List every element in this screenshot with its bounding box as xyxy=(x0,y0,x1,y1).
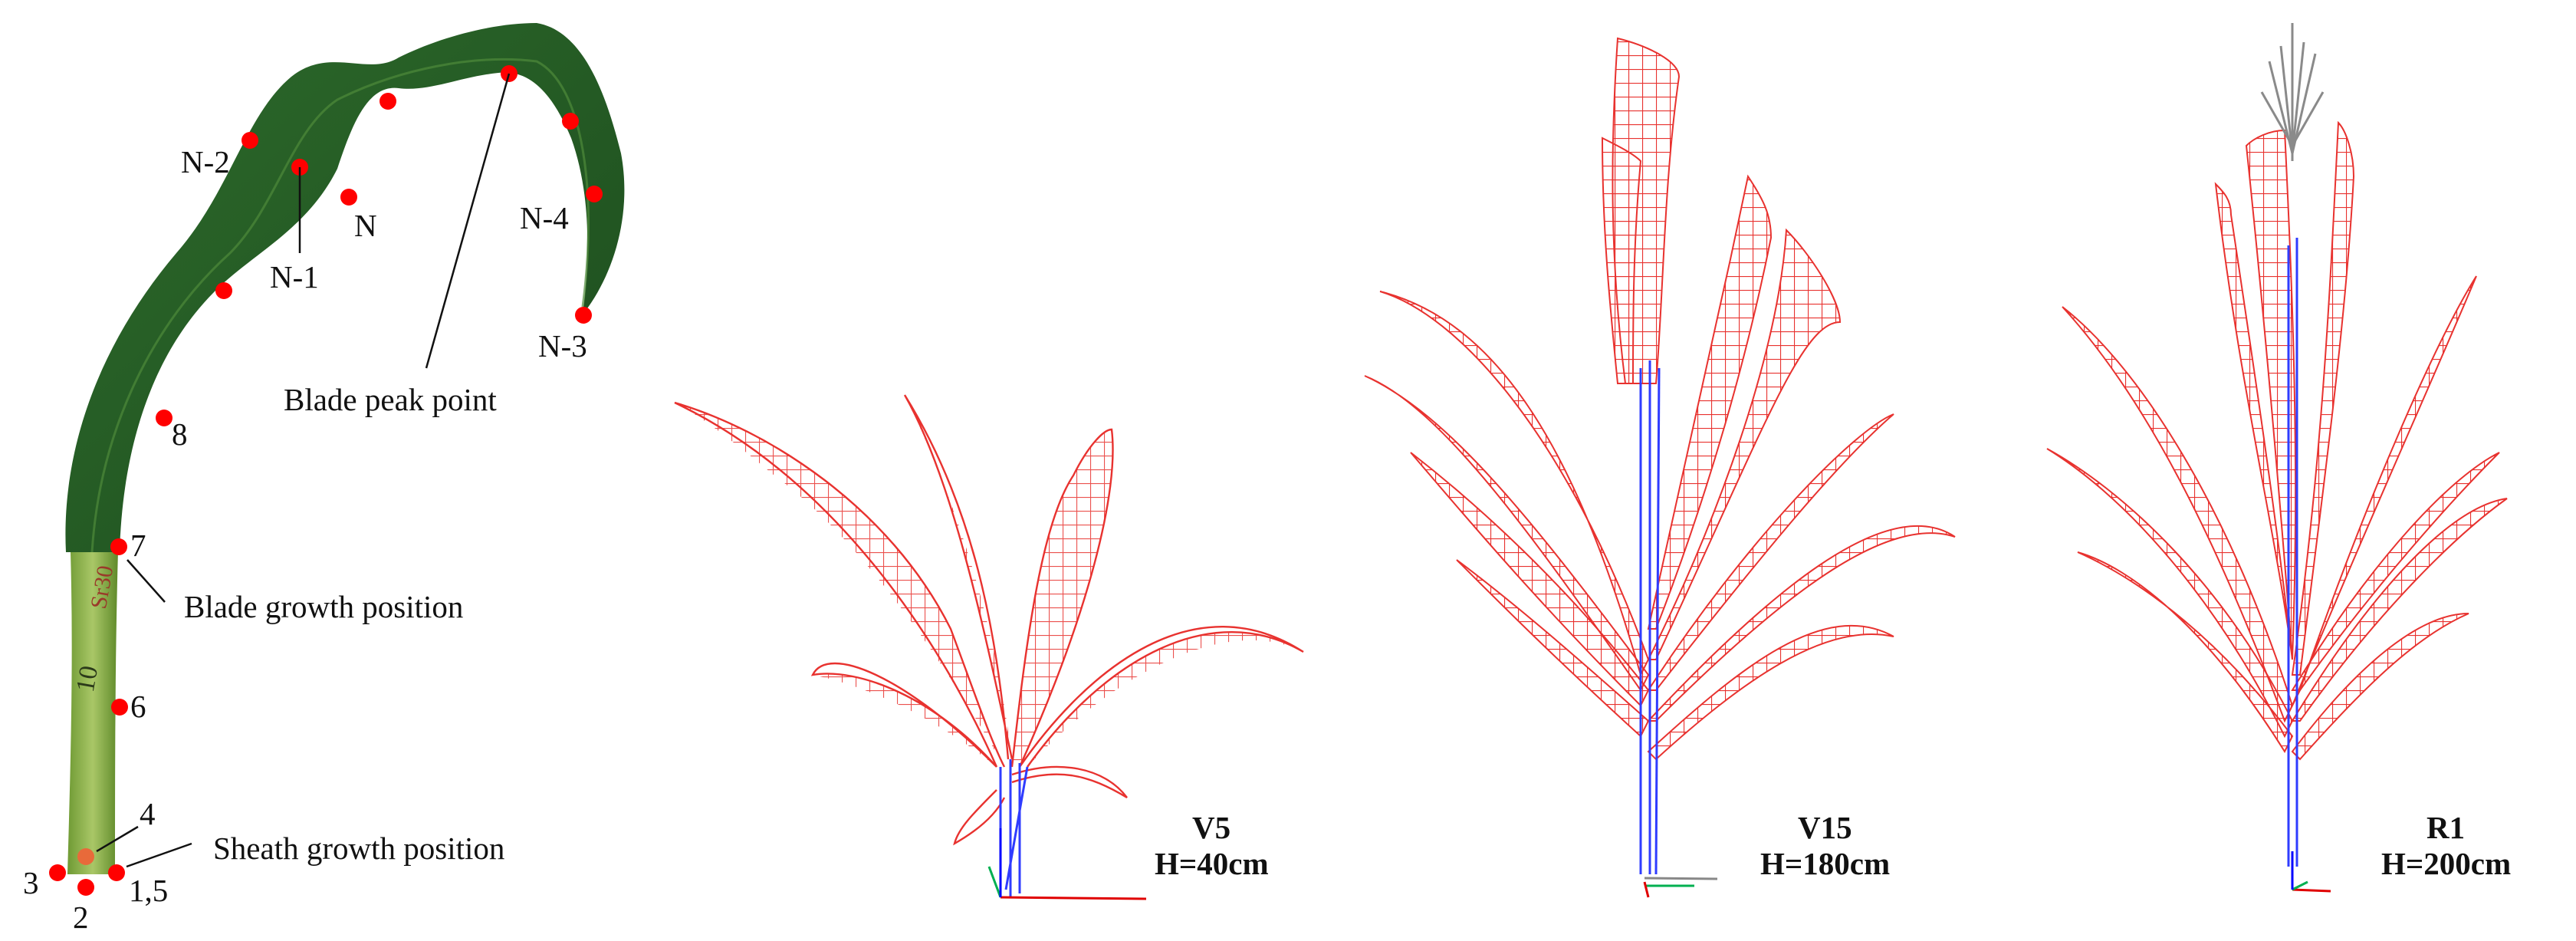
keypoint-3 xyxy=(49,864,66,881)
label-n: N xyxy=(354,208,377,243)
r1-leaf xyxy=(2291,452,2500,691)
r1-axis-y xyxy=(2292,880,2308,891)
keypoints xyxy=(49,65,603,896)
leaf-sheath xyxy=(67,551,118,874)
keypoint-right-a xyxy=(562,113,579,130)
label-4: 4 xyxy=(140,796,156,831)
plant-model-v5: V5 H=40cm xyxy=(674,394,1304,900)
leaf-blade xyxy=(65,23,625,552)
annotation-blade-peak: Blade peak point xyxy=(284,382,497,417)
keypoint-n-3 xyxy=(575,307,592,324)
annotation-blade-growth: Blade growth position xyxy=(184,589,463,624)
v5-stage-label: V5 xyxy=(1192,810,1230,845)
r1-stem-mesh xyxy=(2287,238,2298,867)
r1-stage-label: R1 xyxy=(2426,810,2465,845)
plant-model-r1: R1 H=200cm xyxy=(2046,23,2511,893)
v15-leaf xyxy=(1410,452,1650,707)
v15-leaf xyxy=(1646,525,1956,722)
keypoint-n-2 xyxy=(242,132,258,149)
v5-leaf xyxy=(953,789,1006,846)
leader-lines xyxy=(96,73,511,868)
v15-stem-mesh xyxy=(1639,360,1661,875)
r1-leaf xyxy=(2291,613,2469,761)
v5-height-label: H=40cm xyxy=(1155,846,1269,881)
r1-leaf-fill xyxy=(2046,120,2508,761)
v15-leaf-fill xyxy=(1364,37,1956,761)
leader-4 xyxy=(96,825,139,853)
label-1-5: 1,5 xyxy=(129,873,168,908)
v5-leaf-fill xyxy=(675,395,1303,767)
v15-axis-x xyxy=(1644,877,1718,880)
r1-leaf xyxy=(2292,275,2477,706)
keypoint-4 xyxy=(77,848,94,865)
keypoint-7 xyxy=(110,538,127,555)
r1-leaf xyxy=(2077,551,2294,754)
label-2: 2 xyxy=(73,900,89,935)
r1-leaf xyxy=(2046,448,2294,739)
label-n-2: N-2 xyxy=(181,144,230,179)
v15-leaf xyxy=(1456,559,1650,738)
label-n-4: N-4 xyxy=(520,200,569,235)
r1-height-label: H=200cm xyxy=(2381,846,2511,881)
annotation-sheath-growth: Sheath growth position xyxy=(213,831,504,866)
r1-axes xyxy=(2291,851,2331,893)
leader-blade-growth xyxy=(127,559,166,603)
v15-leaf xyxy=(1647,624,1894,761)
leader-blade-peak xyxy=(425,73,511,369)
label-n-1: N-1 xyxy=(270,259,319,294)
v15-height-label: H=180cm xyxy=(1760,846,1890,881)
r1-leaf xyxy=(2291,120,2355,676)
keypoint-left-a xyxy=(215,282,232,299)
v15-leaf-top xyxy=(1601,137,1642,384)
v15-axis-x-red xyxy=(1643,881,1650,898)
r1-tassel xyxy=(2260,23,2325,161)
v5-axis-x xyxy=(1000,896,1147,900)
leaf-photo-panel: 10 Sr30 xyxy=(23,23,625,935)
label-n-3: N-3 xyxy=(538,328,587,364)
label-8: 8 xyxy=(172,416,188,452)
label-6: 6 xyxy=(130,689,146,724)
keypoint-n-4 xyxy=(586,186,603,202)
keypoint-n xyxy=(340,189,357,206)
keypoint-8 xyxy=(156,410,172,426)
r1-leaf xyxy=(2245,129,2297,660)
stem-mark-10: 10 xyxy=(71,663,104,694)
v15-stage-label: V15 xyxy=(1798,810,1852,845)
v15-leaf xyxy=(1379,291,1650,677)
v5-axes xyxy=(987,828,1147,900)
v5-axis-y xyxy=(987,866,1002,898)
keypoint-1-5 xyxy=(108,864,125,881)
keypoint-top-a xyxy=(380,93,396,110)
leaf-midrib xyxy=(90,58,590,553)
v5-leaf xyxy=(1011,765,1128,799)
leader-sheath-growth xyxy=(126,842,192,868)
plant-model-v15: V15 H=180cm xyxy=(1364,37,1956,898)
v15-leaf xyxy=(1647,174,1773,630)
v15-leaf xyxy=(1647,228,1842,660)
v15-leaf xyxy=(1647,413,1894,691)
r1-leaf xyxy=(2214,182,2293,660)
v5-leaf xyxy=(674,401,1006,768)
label-7: 7 xyxy=(130,528,146,563)
r1-axis-x xyxy=(2292,888,2331,893)
label-3: 3 xyxy=(23,865,39,900)
v5-stem-mesh xyxy=(999,759,1029,897)
keypoint-2 xyxy=(77,879,94,896)
keypoint-6 xyxy=(111,699,128,716)
v15-axes xyxy=(1643,877,1718,898)
r1-leaf xyxy=(2291,498,2508,722)
